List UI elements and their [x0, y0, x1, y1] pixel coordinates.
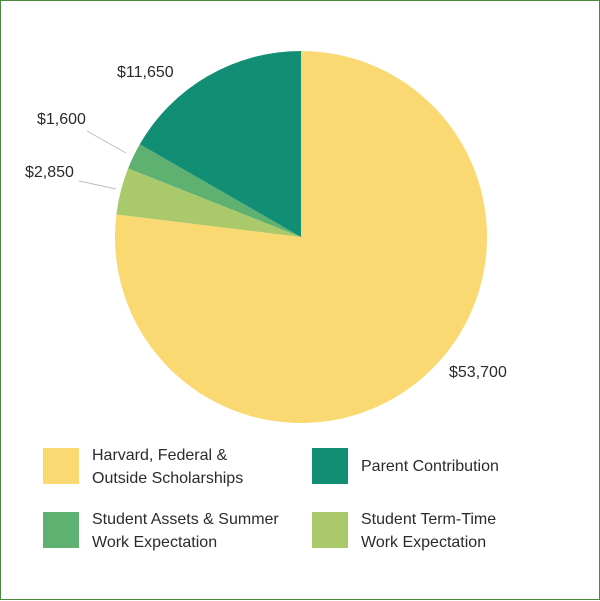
- pie-slice: [139, 51, 301, 237]
- slice-value-label: $53,700: [449, 364, 507, 381]
- legend-item: Parent Contribution: [312, 448, 499, 484]
- pie-slice: [114, 51, 487, 423]
- leader-line: [86, 130, 127, 154]
- legend-item: Harvard, Federal & Outside Scholarships: [43, 447, 243, 490]
- legend-item: Student Assets & Summer Work Expectation: [43, 511, 279, 554]
- legend-swatch: [43, 448, 79, 484]
- slice-value-label: $1,600: [37, 111, 86, 128]
- pie-slice: [116, 168, 302, 237]
- pie-slice: [128, 144, 301, 237]
- legend-label: Student Assets & Summer Work Expectation: [92, 511, 279, 551]
- legend-label: Harvard, Federal & Outside Scholarships: [92, 447, 244, 487]
- legend-swatch: [43, 512, 79, 548]
- legend-swatch: [312, 512, 348, 548]
- slice-value-label: $2,850: [25, 164, 74, 181]
- legend-label: Student Term-Time Work Expectation: [361, 511, 497, 551]
- leader-line: [78, 180, 117, 190]
- legend-item: Student Term-Time Work Expectation: [312, 511, 496, 554]
- legend-swatch: [312, 448, 348, 484]
- slice-value-label: $11,650: [117, 64, 174, 81]
- legend-label: Parent Contribution: [361, 458, 499, 475]
